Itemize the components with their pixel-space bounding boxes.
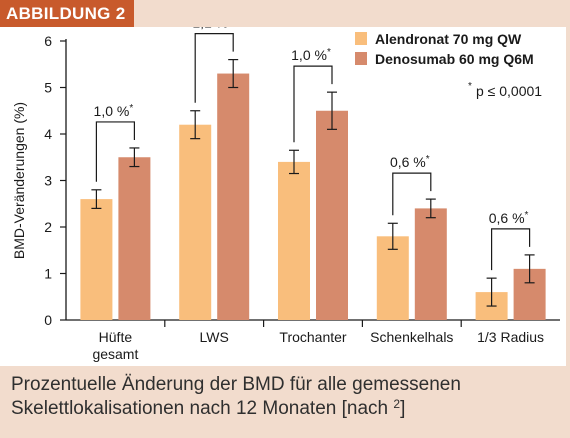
caption-reference: 2 xyxy=(393,397,401,411)
bar-alendronat xyxy=(80,199,113,320)
figure-caption: Prozentuelle Änderung der BMD für alle g… xyxy=(11,373,561,421)
significance-bracket xyxy=(491,228,531,271)
significance-label: 1,0 %* xyxy=(291,47,331,63)
y-tick-label: 5 xyxy=(44,80,52,96)
significance-bracket xyxy=(194,32,234,103)
bar-alendronat xyxy=(278,161,310,320)
x-tick-label: Hüfte xyxy=(99,329,133,345)
legend-label: Alendronat 70 mg QW xyxy=(375,31,522,47)
legend-swatch xyxy=(355,32,367,45)
bar-alendronat xyxy=(179,124,212,320)
legend-swatch xyxy=(355,52,367,65)
footnote-star: * xyxy=(468,81,472,92)
legend-label: Denosumab 60 mg Q6M xyxy=(375,51,534,67)
bar-denosumab xyxy=(316,110,348,320)
y-tick-label: 2 xyxy=(44,219,52,235)
significance-bracket xyxy=(293,65,333,143)
caption-text: Prozentuelle Änderung der BMD für alle g… xyxy=(11,374,461,419)
y-tick-label: 6 xyxy=(44,33,52,49)
significance-label: 1,1 %* xyxy=(192,27,232,31)
chart-panel: 0 1 2 3 4 5 6 BMD-Veränderungen (%) 1,0 %* Hüfte g… xyxy=(0,15,570,366)
significance-label: 0,6 %* xyxy=(489,210,529,226)
y-axis-label: BMD-Veränderungen (%) xyxy=(11,102,27,259)
x-tick-label: Trochanter xyxy=(279,329,347,345)
caption-end: ] xyxy=(400,398,406,419)
bar-denosumab xyxy=(414,208,447,320)
y-tick-label: 1 xyxy=(44,266,52,282)
bar-alendronat xyxy=(376,236,409,320)
significance-label: 0,6 %* xyxy=(390,154,430,170)
significance-label: 1,0 %* xyxy=(94,103,134,119)
y-tick-label: 3 xyxy=(44,173,52,189)
significance-bracket xyxy=(392,172,432,216)
bar-denosumab xyxy=(217,73,250,320)
footnote-text: p ≤ 0,0001 xyxy=(476,83,542,99)
x-tick-label: LWS xyxy=(200,329,229,345)
y-tick-label: 0 xyxy=(44,312,52,328)
bar-denosumab xyxy=(118,157,151,320)
x-tick-label: Schenkelhals xyxy=(370,329,453,345)
y-tick-label: 4 xyxy=(44,126,52,142)
significance-bracket xyxy=(95,121,135,182)
bar-chart: 0 1 2 3 4 5 6 BMD-Veränderungen (%) 1,0 %* Hüfteg… xyxy=(11,15,560,362)
figure-label: ABBILDUNG 2 xyxy=(0,0,135,27)
x-tick-label: gesamt xyxy=(92,346,138,362)
x-tick-label: 1/3 Radius xyxy=(477,329,544,345)
